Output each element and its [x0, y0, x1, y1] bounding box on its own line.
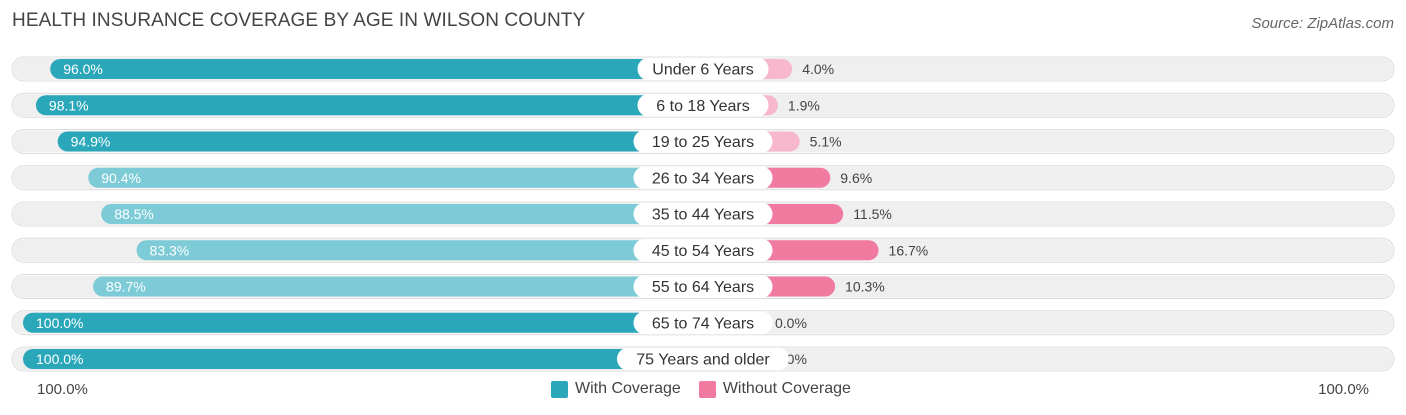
value-label-with: 90.4% — [101, 170, 141, 186]
bar-row: 83.3% 16.7% 45 to 54 Years — [11, 237, 1395, 263]
bar-with-coverage — [93, 276, 704, 297]
category-label: 35 to 44 Years — [652, 207, 754, 224]
bar-row: 98.1% 1.9% 6 to 18 Years — [11, 92, 1395, 118]
category-label: 45 to 54 Years — [652, 243, 754, 260]
bar-row: 96.0% 4.0% Under 6 Years — [11, 56, 1395, 82]
bar-row: 94.9% 5.1% 19 to 25 Years — [11, 129, 1395, 154]
value-label-without: 4.0% — [802, 61, 834, 77]
chart-area: 96.0% 4.0% Under 6 Years 98.1% 1.9% 6 to 18 Y… — [11, 56, 1395, 372]
axis-right-label: 100.0% — [1318, 381, 1369, 398]
category-pill — [633, 166, 773, 190]
category-pill — [633, 275, 773, 298]
bar-row: 100.0% 0.0% 65 to 74 Years — [11, 310, 1395, 336]
value-label-without: 10.3% — [845, 279, 885, 295]
bar-with-coverage — [57, 131, 704, 152]
chart-title: HEALTH INSURANCE COVERAGE BY AGE IN WILS… — [12, 10, 586, 31]
bar-with-coverage — [88, 167, 703, 188]
legend-label-without: Without Coverage — [722, 380, 851, 397]
value-label-without: 16.7% — [889, 242, 929, 258]
value-label-with: 88.5% — [114, 206, 154, 222]
legend-with-coverage[interactable]: With Coverage — [551, 380, 681, 398]
category-label: Under 6 Years — [652, 62, 753, 79]
bar-with-coverage — [50, 59, 703, 79]
category-label: 19 to 25 Years — [652, 134, 754, 151]
category-pill — [633, 238, 773, 262]
value-label-with: 100.0% — [36, 315, 83, 331]
bar-row: 100.0% 0.0%75 Years and older — [11, 346, 1395, 372]
legend-label-with: With Coverage — [575, 380, 681, 397]
value-label-with: 89.7% — [106, 279, 146, 295]
bar-with-coverage — [35, 95, 704, 116]
category-label: 55 to 64 Years — [652, 279, 754, 296]
source-label: Source: ZipAtlas.com — [1251, 15, 1394, 32]
legend-without-coverage[interactable]: Without Coverage — [698, 380, 851, 398]
category-label: 75 Years and older — [636, 352, 770, 369]
bar-with-coverage — [23, 312, 703, 333]
category-pill — [633, 311, 773, 335]
category-label: 6 to 18 Years — [656, 98, 749, 115]
bar-with-coverage — [101, 204, 703, 224]
bar-with-coverage — [136, 240, 703, 261]
category-pill — [637, 93, 769, 117]
value-label-without: 1.9% — [788, 97, 820, 113]
legend-swatch-without — [698, 380, 716, 398]
value-label-with: 96.0% — [63, 61, 103, 77]
value-label-with: 94.9% — [71, 134, 111, 150]
value-label-without: 5.1% — [810, 134, 842, 150]
bar-row: 89.7% 10.3% 55 to 64 Years — [11, 274, 1395, 299]
axis-left-label: 100.0% — [37, 381, 88, 398]
legend: With Coverage Without Coverage — [551, 380, 869, 398]
value-label-without: 11.5% — [853, 206, 892, 222]
category-pill — [637, 57, 769, 81]
value-label-with: 98.1% — [49, 97, 89, 113]
value-label-with: 100.0% — [36, 351, 83, 367]
bar-row: 88.5% 11.5% 35 to 44 Years — [11, 201, 1395, 227]
legend-swatch-with — [551, 380, 568, 398]
value-label-without: 9.6% — [840, 170, 872, 186]
bar-with-coverage — [23, 349, 703, 369]
value-label-without: 0.0% — [775, 315, 807, 331]
category-pill — [617, 347, 789, 371]
category-label: 65 to 74 Years — [652, 315, 754, 332]
category-label: 26 to 34 Years — [652, 170, 754, 187]
value-label-with: 83.3% — [150, 242, 190, 258]
category-pill — [633, 130, 773, 153]
bar-row: 90.4% 9.6% 26 to 34 Years — [11, 165, 1395, 191]
category-pill — [633, 202, 773, 226]
